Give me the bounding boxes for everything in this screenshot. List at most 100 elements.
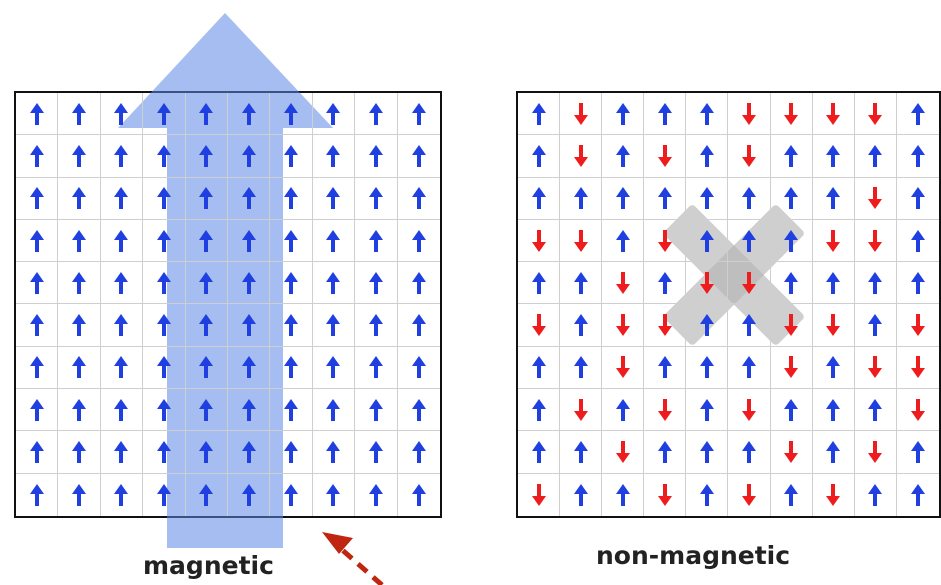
spin-cell xyxy=(270,473,313,516)
spin-cell xyxy=(58,93,101,136)
spin-up-arrow-icon xyxy=(156,102,171,125)
spin-up-arrow-icon xyxy=(72,144,87,167)
spin-down-arrow-icon xyxy=(699,271,714,294)
spin-up-arrow-icon xyxy=(114,314,129,337)
spin-up-arrow-icon xyxy=(699,229,714,252)
spin-cell xyxy=(812,262,855,305)
spin-down-arrow-icon xyxy=(784,441,799,464)
spin-up-arrow-icon xyxy=(411,271,426,294)
spin-up-arrow-icon xyxy=(326,144,341,167)
spin-cell xyxy=(143,177,186,220)
magnetic-spin-grid xyxy=(14,91,442,518)
spin-up-arrow-icon xyxy=(326,229,341,252)
spin-cell xyxy=(728,389,771,432)
spin-down-arrow-icon xyxy=(868,229,883,252)
spin-up-arrow-icon xyxy=(615,144,630,167)
spin-up-arrow-icon xyxy=(284,314,299,337)
spin-up-arrow-icon xyxy=(114,398,129,421)
spin-cell xyxy=(560,389,603,432)
spin-down-arrow-icon xyxy=(868,441,883,464)
spin-cell xyxy=(644,473,687,516)
spin-up-arrow-icon xyxy=(29,187,44,210)
spin-cell xyxy=(355,346,398,390)
spin-cell xyxy=(185,304,228,347)
spin-up-arrow-icon xyxy=(368,144,383,167)
spin-up-arrow-icon xyxy=(156,144,171,167)
spin-up-arrow-icon xyxy=(531,144,546,167)
spin-up-arrow-icon xyxy=(368,102,383,125)
spin-up-arrow-icon xyxy=(368,229,383,252)
spin-up-arrow-icon xyxy=(615,483,630,506)
spin-down-arrow-icon xyxy=(657,144,672,167)
spin-cell xyxy=(896,262,939,305)
spin-up-arrow-icon xyxy=(657,187,672,210)
spin-up-arrow-icon xyxy=(784,187,799,210)
spin-up-arrow-icon xyxy=(699,144,714,167)
spin-cell xyxy=(644,346,687,390)
spin-up-arrow-icon xyxy=(368,314,383,337)
spin-cell xyxy=(518,431,561,474)
spin-up-arrow-icon xyxy=(868,483,883,506)
spin-up-arrow-icon xyxy=(72,314,87,337)
spin-down-arrow-icon xyxy=(657,314,672,337)
spin-cell xyxy=(16,135,59,178)
spin-cell xyxy=(100,389,144,432)
spin-up-arrow-icon xyxy=(284,229,299,252)
spin-cell xyxy=(312,346,356,390)
spin-cell xyxy=(728,431,771,474)
spin-cell xyxy=(771,473,813,516)
spin-up-arrow-icon xyxy=(699,483,714,506)
spin-down-arrow-icon xyxy=(531,314,546,337)
spin-up-arrow-icon xyxy=(72,102,87,125)
spin-cell xyxy=(185,219,228,263)
spin-up-arrow-icon xyxy=(29,144,44,167)
spin-up-arrow-icon xyxy=(573,314,588,337)
spin-cell xyxy=(355,473,398,516)
spin-cell xyxy=(312,262,356,305)
spin-cell xyxy=(896,135,939,178)
spin-up-arrow-icon xyxy=(826,144,841,167)
spin-cell xyxy=(58,389,101,432)
spin-up-arrow-icon xyxy=(742,187,757,210)
spin-cell xyxy=(143,262,186,305)
spin-down-arrow-icon xyxy=(531,483,546,506)
spin-cell xyxy=(770,346,813,390)
spin-up-arrow-icon xyxy=(531,398,546,421)
spin-cell xyxy=(854,346,897,390)
spin-down-arrow-icon xyxy=(868,187,883,210)
spin-cell xyxy=(313,473,356,516)
spin-cell xyxy=(560,346,603,390)
spin-down-arrow-icon xyxy=(615,271,630,294)
spin-cell xyxy=(770,177,813,220)
spin-up-arrow-icon xyxy=(910,229,925,252)
spin-cell xyxy=(644,93,687,136)
spin-cell xyxy=(16,177,59,220)
spin-cell xyxy=(355,389,398,432)
spin-up-arrow-icon xyxy=(699,314,714,337)
spin-cell xyxy=(143,135,186,178)
spin-cell xyxy=(185,177,228,220)
spin-up-arrow-icon xyxy=(657,271,672,294)
spin-cell xyxy=(644,219,687,263)
spin-up-arrow-icon xyxy=(868,398,883,421)
spin-up-arrow-icon xyxy=(199,102,214,125)
spin-up-arrow-icon xyxy=(29,483,44,506)
spin-down-arrow-icon xyxy=(826,483,841,506)
spin-up-arrow-icon xyxy=(826,398,841,421)
spin-cell xyxy=(355,177,398,220)
spin-up-arrow-icon xyxy=(284,144,299,167)
spin-up-arrow-icon xyxy=(29,356,44,379)
spin-cell xyxy=(518,93,561,136)
spin-up-arrow-icon xyxy=(241,483,256,506)
spin-cell xyxy=(770,431,813,474)
spin-up-arrow-icon xyxy=(156,271,171,294)
spin-up-arrow-icon xyxy=(868,271,883,294)
spin-cell xyxy=(686,346,729,390)
spin-cell xyxy=(812,93,855,136)
spin-up-arrow-icon xyxy=(199,356,214,379)
spin-cell xyxy=(355,304,398,347)
spin-cell xyxy=(602,389,645,432)
spin-up-arrow-icon xyxy=(241,356,256,379)
spin-cell xyxy=(185,262,228,305)
spin-cell xyxy=(228,135,271,178)
